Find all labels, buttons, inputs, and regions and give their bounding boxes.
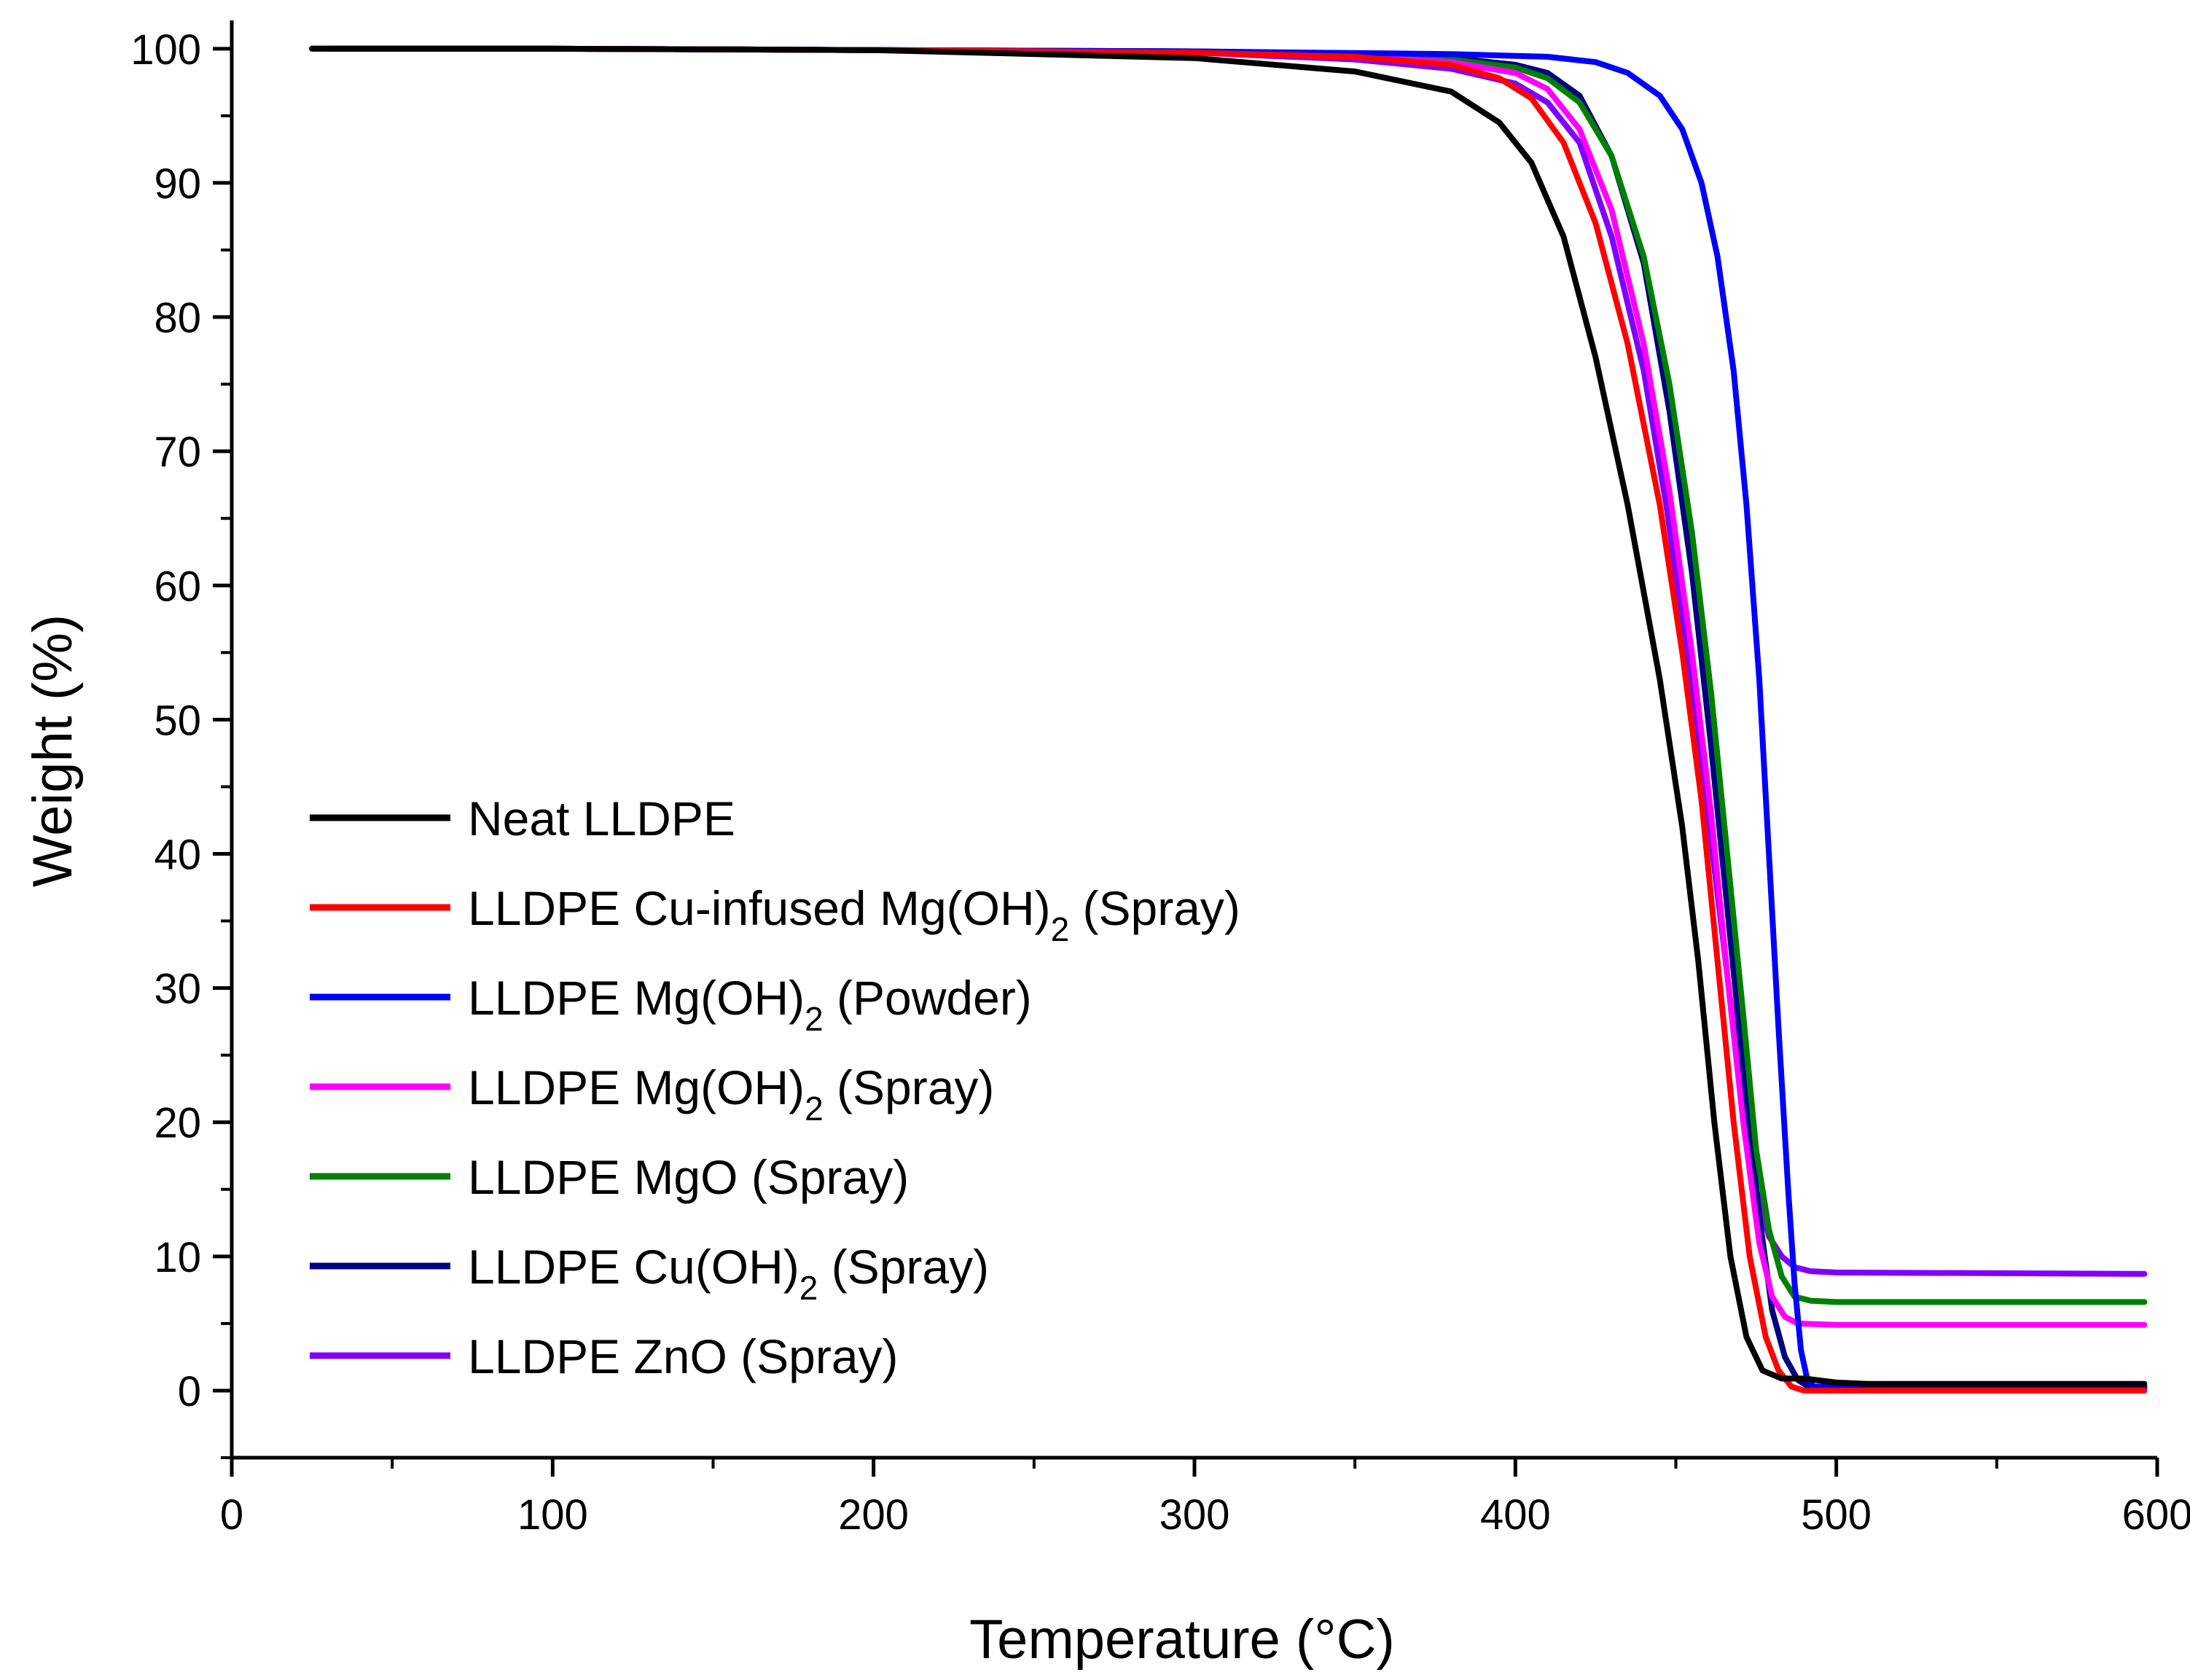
x-tick-label: 100 — [517, 1491, 588, 1539]
series-line-2 — [309, 45, 2148, 1390]
axes: 0 100 200 300 400 500 600 0 10 20 30 40 50 60 70 80 90 10… — [130, 20, 2190, 1539]
x-tick-label: 400 — [1480, 1491, 1551, 1539]
x-tick-label: 0 — [220, 1491, 243, 1539]
plot-lines — [309, 45, 2148, 1394]
y-tick-label: 20 — [154, 1100, 201, 1147]
y-tick-label: 80 — [154, 294, 201, 342]
series-line-0 — [309, 45, 2148, 1387]
y-axis-title: Weight (%) — [22, 614, 84, 887]
y-tick-label: 70 — [154, 429, 201, 476]
x-tick-label: 300 — [1159, 1491, 1230, 1539]
y-tick-label: 30 — [154, 966, 201, 1013]
x-tick-label: 200 — [838, 1491, 909, 1539]
x-tick-label: 500 — [1801, 1491, 1872, 1539]
legend-label-2: LLDPE Mg(OH)2 (Powder) — [468, 971, 1032, 1038]
legend-label-3: LLDPE Mg(OH)2 (Spray) — [468, 1060, 994, 1128]
x-axis-title: Temperature (°C) — [969, 1609, 1395, 1671]
y-tick-label: 100 — [130, 26, 201, 74]
legend-label-0: Neat LLDPE — [468, 792, 735, 845]
y-tick-label: 40 — [154, 831, 201, 878]
legend-label-5: LLDPE Cu(OH)2 (Spray) — [468, 1240, 989, 1307]
x-tick-label: 600 — [2122, 1491, 2190, 1539]
legend-label-1: LLDPE Cu-infused Mg(OH)2 (Spray) — [468, 881, 1240, 948]
y-tick-label: 50 — [154, 697, 201, 744]
series-line-1 — [341, 45, 2148, 1394]
y-tick-label: 90 — [154, 160, 201, 208]
legend-label-6: LLDPE ZnO (Spray) — [468, 1329, 899, 1383]
legend-label-4: LLDPE MgO (Spray) — [468, 1150, 909, 1204]
y-tick-label: 0 — [178, 1368, 201, 1415]
y-tick-label: 60 — [154, 563, 201, 610]
legend: Neat LLDPE LLDPE Cu-infused Mg(OH)2 (Spra… — [310, 792, 1240, 1383]
y-tick-label: 10 — [154, 1234, 201, 1281]
series-line-3 — [335, 45, 2148, 1328]
